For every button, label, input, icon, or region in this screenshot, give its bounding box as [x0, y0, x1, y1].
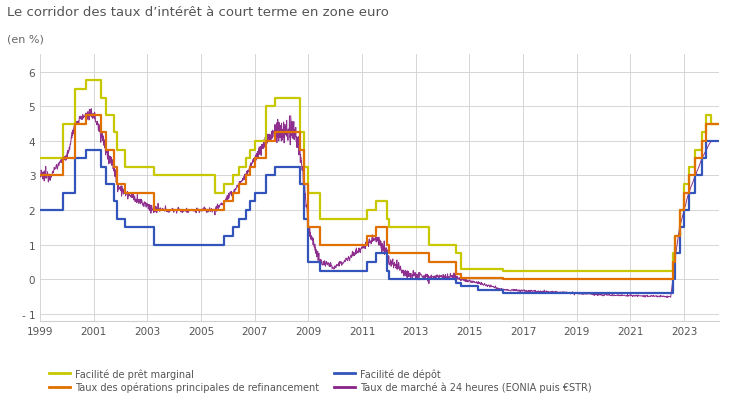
Legend: Facilité de prêt marginal, Taux des opérations principales de refinancement, Fac: Facilité de prêt marginal, Taux des opér…	[45, 364, 596, 396]
Text: Le corridor des taux d’intérêt à court terme en zone euro: Le corridor des taux d’intérêt à court t…	[7, 6, 389, 19]
Text: (en %): (en %)	[7, 35, 45, 45]
